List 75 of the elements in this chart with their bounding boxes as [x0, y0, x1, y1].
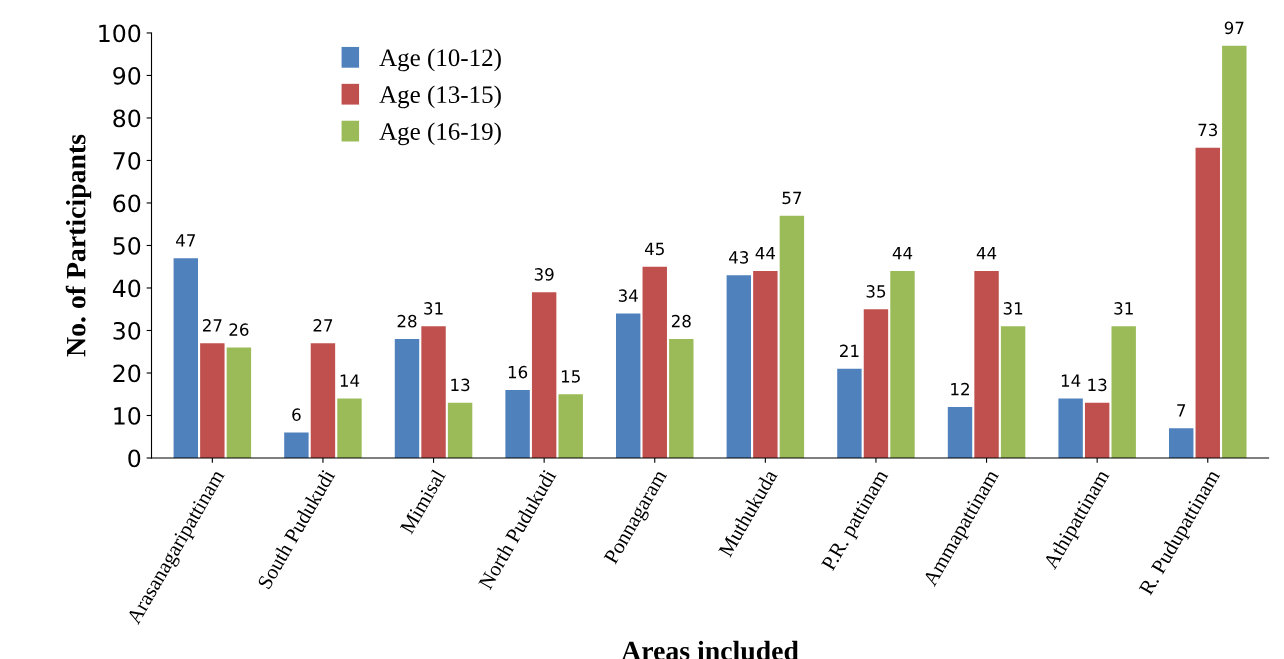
- y-tick-label: 0: [128, 449, 141, 468]
- y-tick-label: 20: [113, 364, 141, 383]
- bar: [421, 326, 446, 458]
- y-tick-label: 80: [113, 109, 141, 128]
- bar: [669, 338, 694, 458]
- data-label: 57: [782, 191, 802, 205]
- data-label: 44: [892, 247, 913, 260]
- bar: [863, 309, 889, 458]
- bar: [1169, 428, 1194, 458]
- bar: [394, 338, 420, 458]
- bar: [1058, 398, 1083, 458]
- data-label: 45: [644, 242, 664, 256]
- data-label: 26: [229, 323, 249, 336]
- data-label: 13: [1088, 378, 1107, 392]
- y-tick-label: 10: [114, 406, 141, 425]
- bar: [447, 402, 473, 458]
- data-label: 27: [202, 319, 222, 332]
- bar: [531, 292, 557, 458]
- data-label: 34: [618, 289, 638, 302]
- bar: [200, 343, 225, 458]
- bar: [226, 347, 252, 458]
- data-label: 13: [451, 378, 470, 392]
- data-label: 27: [313, 319, 333, 332]
- bar: [173, 258, 199, 458]
- bar: [337, 398, 362, 458]
- bar: [947, 407, 973, 458]
- y-axis-title: No. of Participants: [65, 134, 92, 357]
- legend-label: Age (13-15): [379, 85, 501, 109]
- bar: [616, 313, 641, 458]
- bar: [974, 270, 999, 458]
- data-label: 44: [976, 247, 997, 260]
- data-label: 6: [292, 408, 301, 421]
- bar: [1195, 147, 1220, 458]
- bar: [558, 394, 583, 458]
- data-label: 16: [508, 365, 528, 379]
- data-label: 28: [671, 314, 691, 328]
- bar: [505, 390, 530, 458]
- data-label: 21: [840, 344, 859, 357]
- bar: [779, 215, 805, 458]
- y-tick-label: 40: [112, 279, 141, 298]
- legend-label: Age (10-12): [379, 48, 501, 72]
- legend-label: Age (16-19): [379, 122, 501, 146]
- bar: [726, 275, 752, 458]
- y-tick-label: 70: [113, 151, 141, 170]
- bar: [890, 270, 915, 458]
- bar: [1084, 402, 1110, 458]
- bar: [837, 368, 862, 458]
- data-label: 47: [176, 234, 195, 247]
- data-label: 39: [534, 268, 554, 281]
- y-tick-label: 50: [113, 236, 141, 255]
- bar: [284, 432, 309, 458]
- bar: [1000, 326, 1026, 458]
- data-label: 12: [951, 382, 969, 396]
- data-label: 14: [340, 374, 360, 387]
- y-tick-label: 90: [113, 66, 141, 85]
- bar: [753, 270, 778, 458]
- data-label: 44: [755, 247, 776, 260]
- y-tick-label: 30: [113, 321, 141, 340]
- data-label: 15: [561, 370, 580, 383]
- data-label: 14: [1061, 374, 1081, 387]
- data-label: 31: [1003, 302, 1023, 315]
- y-tick-label: 60: [113, 194, 141, 213]
- bar: [310, 343, 336, 458]
- y-tick-label: 100: [99, 24, 141, 43]
- bar: [1111, 326, 1136, 458]
- data-label: 43: [729, 251, 749, 264]
- data-label: 97: [1224, 21, 1244, 35]
- data-label: 7: [1177, 404, 1186, 417]
- bar: [1222, 45, 1247, 458]
- data-label: 73: [1198, 123, 1218, 137]
- data-label: 31: [424, 302, 443, 315]
- data-label: 35: [866, 285, 886, 298]
- data-label: 31: [1114, 302, 1133, 315]
- bar: [642, 266, 667, 458]
- data-label: 28: [397, 314, 417, 328]
